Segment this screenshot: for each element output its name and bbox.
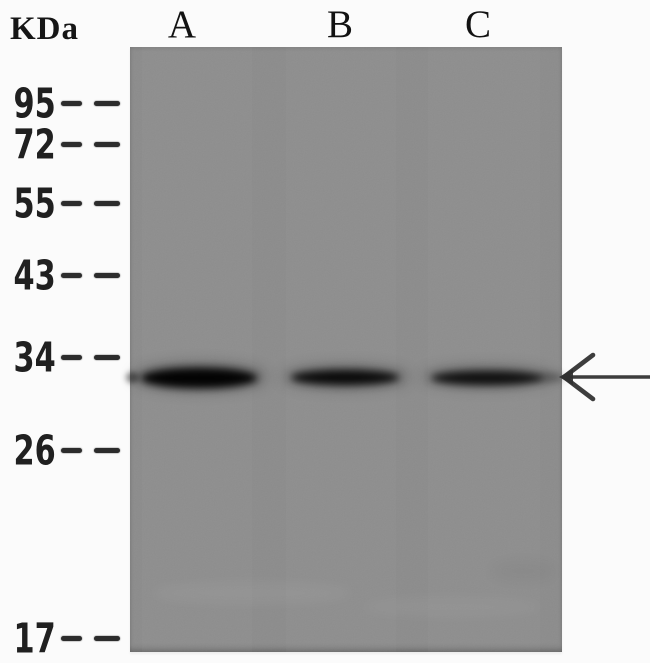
marker-dash (94, 635, 120, 641)
band-lane-a (141, 368, 257, 388)
marker-weight-17: 17 (13, 614, 56, 663)
faint-smudge (152, 582, 352, 604)
marker-dash (61, 141, 82, 147)
lane-label-a: A (167, 3, 197, 46)
marker-weight-72: 72 (13, 120, 56, 169)
marker-weight-34: 34 (13, 333, 56, 382)
marker-dash (94, 447, 120, 453)
membrane-noise-texture (130, 47, 562, 652)
edge-smudge (126, 372, 139, 383)
marker-dash (61, 635, 82, 641)
marker-dash (61, 272, 82, 278)
marker-dash (61, 200, 82, 206)
faint-smudge (492, 562, 554, 580)
marker-dash (61, 354, 82, 360)
target-band-arrow-icon (559, 352, 650, 402)
lane-label-b: B (326, 3, 354, 46)
band-lane-b (291, 370, 399, 385)
marker-dash (94, 354, 120, 360)
band-lane-c (431, 371, 543, 385)
marker-dash (94, 141, 120, 147)
marker-dash (61, 100, 82, 106)
kda-units-label: KDa (10, 11, 79, 47)
band-c-edge-tail (536, 373, 564, 382)
marker-dash (61, 447, 82, 453)
marker-weight-95: 95 (13, 79, 56, 128)
faint-smudge (362, 597, 542, 617)
lane-streak (286, 47, 396, 652)
marker-dash (94, 272, 120, 278)
gel-membrane (126, 47, 564, 652)
marker-weight-26: 26 (13, 426, 56, 475)
lane-label-c: C (464, 3, 492, 46)
lane-streak (142, 47, 252, 652)
marker-weight-55: 55 (13, 179, 56, 228)
marker-weight-43: 43 (13, 251, 56, 300)
marker-dash (94, 200, 120, 206)
marker-dash (94, 100, 120, 106)
